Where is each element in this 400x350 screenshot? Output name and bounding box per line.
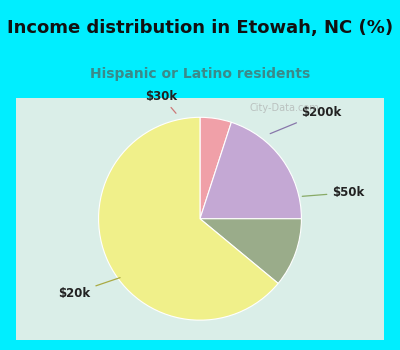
Wedge shape (98, 117, 278, 320)
Text: $50k: $50k (302, 186, 364, 199)
Wedge shape (200, 122, 302, 219)
Text: $200k: $200k (270, 106, 342, 134)
Text: $20k: $20k (58, 278, 120, 300)
Wedge shape (200, 117, 231, 219)
Text: Hispanic or Latino residents: Hispanic or Latino residents (90, 67, 310, 81)
Text: Income distribution in Etowah, NC (%): Income distribution in Etowah, NC (%) (7, 19, 393, 37)
Text: City-Data.com: City-Data.com (249, 103, 319, 113)
Text: $30k: $30k (145, 90, 178, 113)
FancyBboxPatch shape (12, 96, 388, 342)
Wedge shape (200, 219, 302, 284)
